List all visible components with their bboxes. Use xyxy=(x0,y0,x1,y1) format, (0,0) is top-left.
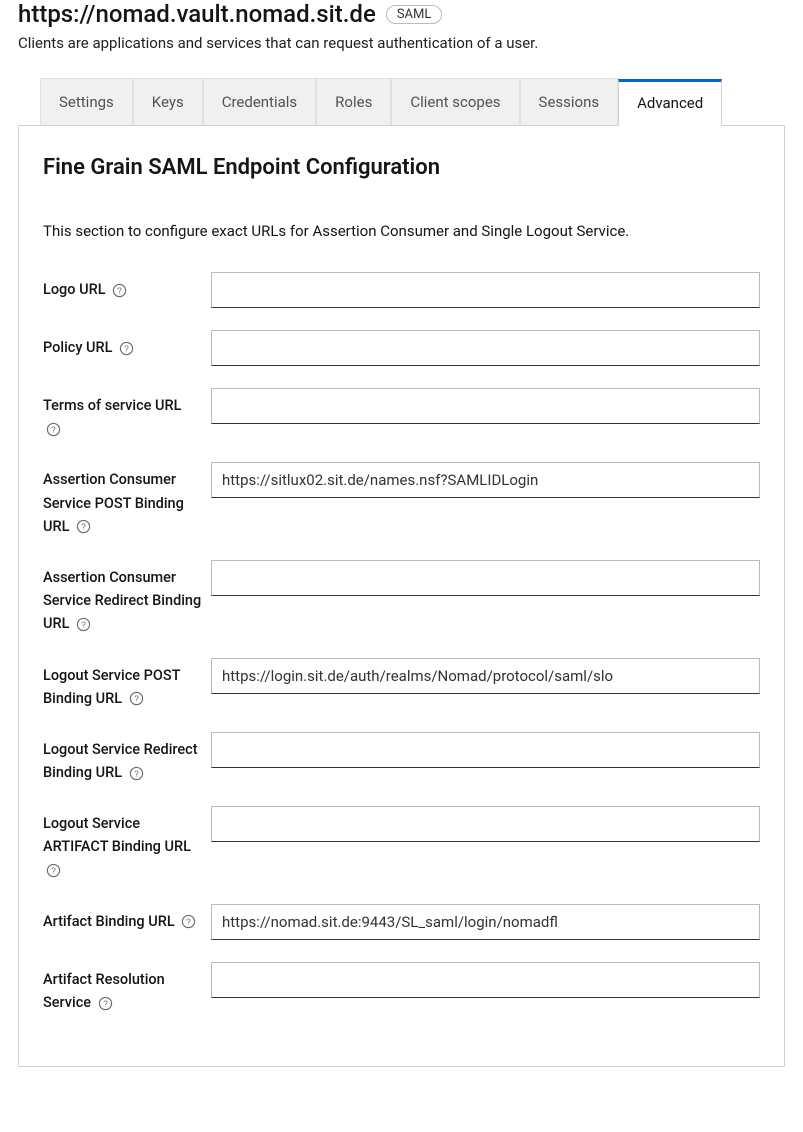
help-icon[interactable]: ? xyxy=(98,996,113,1011)
label-text: Artifact Binding URL xyxy=(43,913,175,930)
policy-url-label: Policy URL ? xyxy=(43,330,211,359)
svg-text:?: ? xyxy=(81,619,86,629)
logout-artifact-field[interactable] xyxy=(211,806,760,842)
acs-post-label: Assertion Consumer Service POST Binding … xyxy=(43,462,211,538)
tab-advanced[interactable]: Advanced xyxy=(618,79,722,126)
artifact-binding-field[interactable] xyxy=(211,904,760,940)
help-icon[interactable]: ? xyxy=(129,766,144,781)
artifact-resolution-field[interactable] xyxy=(211,962,760,998)
svg-text:?: ? xyxy=(134,768,139,778)
logo-url-label: Logo URL ? xyxy=(43,272,211,301)
label-text: Logout Service Redirect Binding URL xyxy=(43,741,198,781)
label-text: Assertion Consumer Service POST Binding … xyxy=(43,471,184,534)
svg-text:?: ? xyxy=(81,522,86,532)
logout-redirect-label: Logout Service Redirect Binding URL ? xyxy=(43,732,211,784)
policy-url-field[interactable] xyxy=(211,330,760,366)
help-icon[interactable]: ? xyxy=(46,422,61,437)
protocol-badge: SAML xyxy=(386,5,443,24)
svg-text:?: ? xyxy=(134,694,139,704)
label-text: Logo URL xyxy=(43,281,106,298)
section-title: Fine Grain SAML Endpoint Configuration xyxy=(43,155,760,180)
page-title: https://nomad.vault.nomad.sit.de xyxy=(18,0,376,28)
help-icon[interactable]: ? xyxy=(76,519,91,534)
help-icon[interactable]: ? xyxy=(112,283,127,298)
tos-url-field[interactable] xyxy=(211,388,760,424)
tab-bar: Settings Keys Credentials Roles Client s… xyxy=(40,78,785,125)
svg-text:?: ? xyxy=(186,917,191,927)
artifact-resolution-label: Artifact Resolution Service ? xyxy=(43,962,211,1014)
label-text: Logout Service ARTIFACT Binding URL xyxy=(43,815,191,855)
label-text: Terms of service URL xyxy=(43,397,181,414)
logout-artifact-label: Logout Service ARTIFACT Binding URL ? xyxy=(43,806,211,882)
tab-sessions[interactable]: Sessions xyxy=(520,78,619,125)
acs-post-field[interactable] xyxy=(211,462,760,498)
tos-url-label: Terms of service URL ? xyxy=(43,388,211,440)
svg-text:?: ? xyxy=(103,998,108,1008)
label-text: Logout Service POST Binding URL xyxy=(43,667,180,707)
tab-client-scopes[interactable]: Client scopes xyxy=(391,78,519,125)
svg-text:?: ? xyxy=(51,866,56,876)
tab-roles[interactable]: Roles xyxy=(316,78,391,125)
section-description: This section to configure exact URLs for… xyxy=(43,222,760,240)
help-icon[interactable]: ? xyxy=(181,914,196,929)
acs-redirect-label: Assertion Consumer Service Redirect Bind… xyxy=(43,560,211,636)
label-text: Policy URL xyxy=(43,339,113,356)
help-icon[interactable]: ? xyxy=(76,617,91,632)
help-icon[interactable]: ? xyxy=(119,341,134,356)
logout-post-label: Logout Service POST Binding URL ? xyxy=(43,658,211,710)
artifact-binding-label: Artifact Binding URL ? xyxy=(43,904,211,933)
help-icon[interactable]: ? xyxy=(46,863,61,878)
svg-text:?: ? xyxy=(117,285,122,295)
help-icon[interactable]: ? xyxy=(129,691,144,706)
tab-keys[interactable]: Keys xyxy=(133,78,203,125)
logout-post-field[interactable] xyxy=(211,658,760,694)
acs-redirect-field[interactable] xyxy=(211,560,760,596)
label-text: Assertion Consumer Service Redirect Bind… xyxy=(43,569,201,632)
svg-text:?: ? xyxy=(124,343,129,353)
logo-url-field[interactable] xyxy=(211,272,760,308)
logout-redirect-field[interactable] xyxy=(211,732,760,768)
tab-settings[interactable]: Settings xyxy=(40,78,133,125)
svg-text:?: ? xyxy=(51,424,56,434)
tab-credentials[interactable]: Credentials xyxy=(203,78,316,125)
page-subtitle: Clients are applications and services th… xyxy=(18,34,785,52)
